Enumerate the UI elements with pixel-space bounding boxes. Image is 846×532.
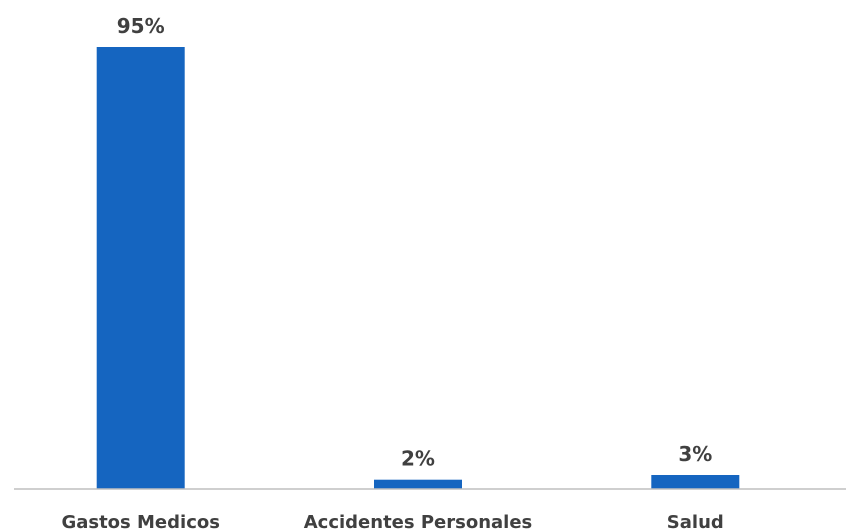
- category-label-gastos-medicos: Gastos Medicos: [61, 512, 220, 532]
- data-labels-group: 95% 2% 3%: [117, 14, 713, 471]
- category-label-accidentes-personales: Accidentes Personales: [304, 512, 533, 532]
- bar-salud: [651, 475, 740, 489]
- category-labels-group: Gastos Medicos Accidentes Personales Salud: [61, 512, 723, 532]
- bar-gastos-medicos: [96, 47, 185, 489]
- bar-accidentes-personales: [374, 479, 462, 489]
- data-label-salud: 3%: [678, 442, 712, 466]
- data-label-accidentes-personales: 2%: [401, 447, 435, 471]
- bars-group: [96, 47, 740, 489]
- category-label-salud: Salud: [667, 512, 724, 532]
- data-label-gastos-medicos: 95%: [117, 14, 165, 38]
